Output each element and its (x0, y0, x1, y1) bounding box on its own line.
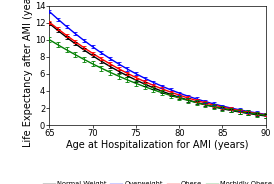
Y-axis label: Life Expectancy after AMI (years): Life Expectancy after AMI (years) (23, 0, 33, 147)
Legend: Normal Weight, Overweight, Obese, Morbidly Obese: Normal Weight, Overweight, Obese, Morbid… (40, 179, 274, 184)
X-axis label: Age at Hospitalization for AMI (years): Age at Hospitalization for AMI (years) (66, 140, 249, 150)
